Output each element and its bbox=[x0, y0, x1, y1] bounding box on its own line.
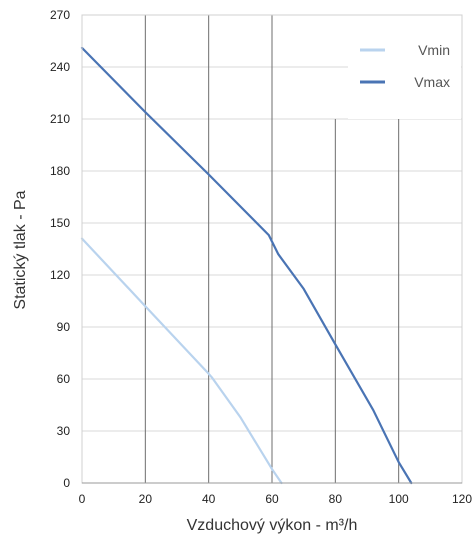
legend-box bbox=[348, 20, 461, 119]
x-axis-title: Vzduchový výkon - m³/h bbox=[187, 517, 358, 534]
x-tick-label: 40 bbox=[202, 492, 216, 506]
y-tick-label: 180 bbox=[50, 164, 70, 178]
axes: 0 30 60 90 120 150 180 210 240 270 0 20 40 60 80 100 120 bbox=[50, 8, 472, 506]
x-tick-label: 100 bbox=[389, 492, 409, 506]
x-tick-label: 20 bbox=[139, 492, 153, 506]
y-tick-label: 60 bbox=[57, 372, 71, 386]
x-tick-label: 0 bbox=[79, 492, 86, 506]
series-line-vmax bbox=[80, 46, 413, 485]
series-lines bbox=[80, 46, 413, 485]
y-tick-label: 120 bbox=[50, 268, 70, 282]
y-tick-label: 270 bbox=[50, 8, 70, 22]
y-tick-label: 90 bbox=[57, 320, 71, 334]
x-tick-label: 80 bbox=[329, 492, 343, 506]
legend: Vmin Vmax bbox=[348, 20, 461, 119]
y-tick-label: 210 bbox=[50, 112, 70, 126]
x-tick-label: 60 bbox=[265, 492, 279, 506]
y-tick-label: 240 bbox=[50, 60, 70, 74]
y-tick-label: 0 bbox=[63, 476, 70, 490]
legend-label-vmin: Vmin bbox=[418, 42, 450, 58]
y-tick-label: 150 bbox=[50, 216, 70, 230]
series-line-vmin bbox=[80, 237, 283, 485]
y-tick-label: 30 bbox=[57, 424, 71, 438]
y-axis-title: Statický tlak - Pa bbox=[12, 190, 29, 309]
legend-label-vmax: Vmax bbox=[414, 74, 450, 90]
x-tick-label: 120 bbox=[452, 492, 472, 506]
